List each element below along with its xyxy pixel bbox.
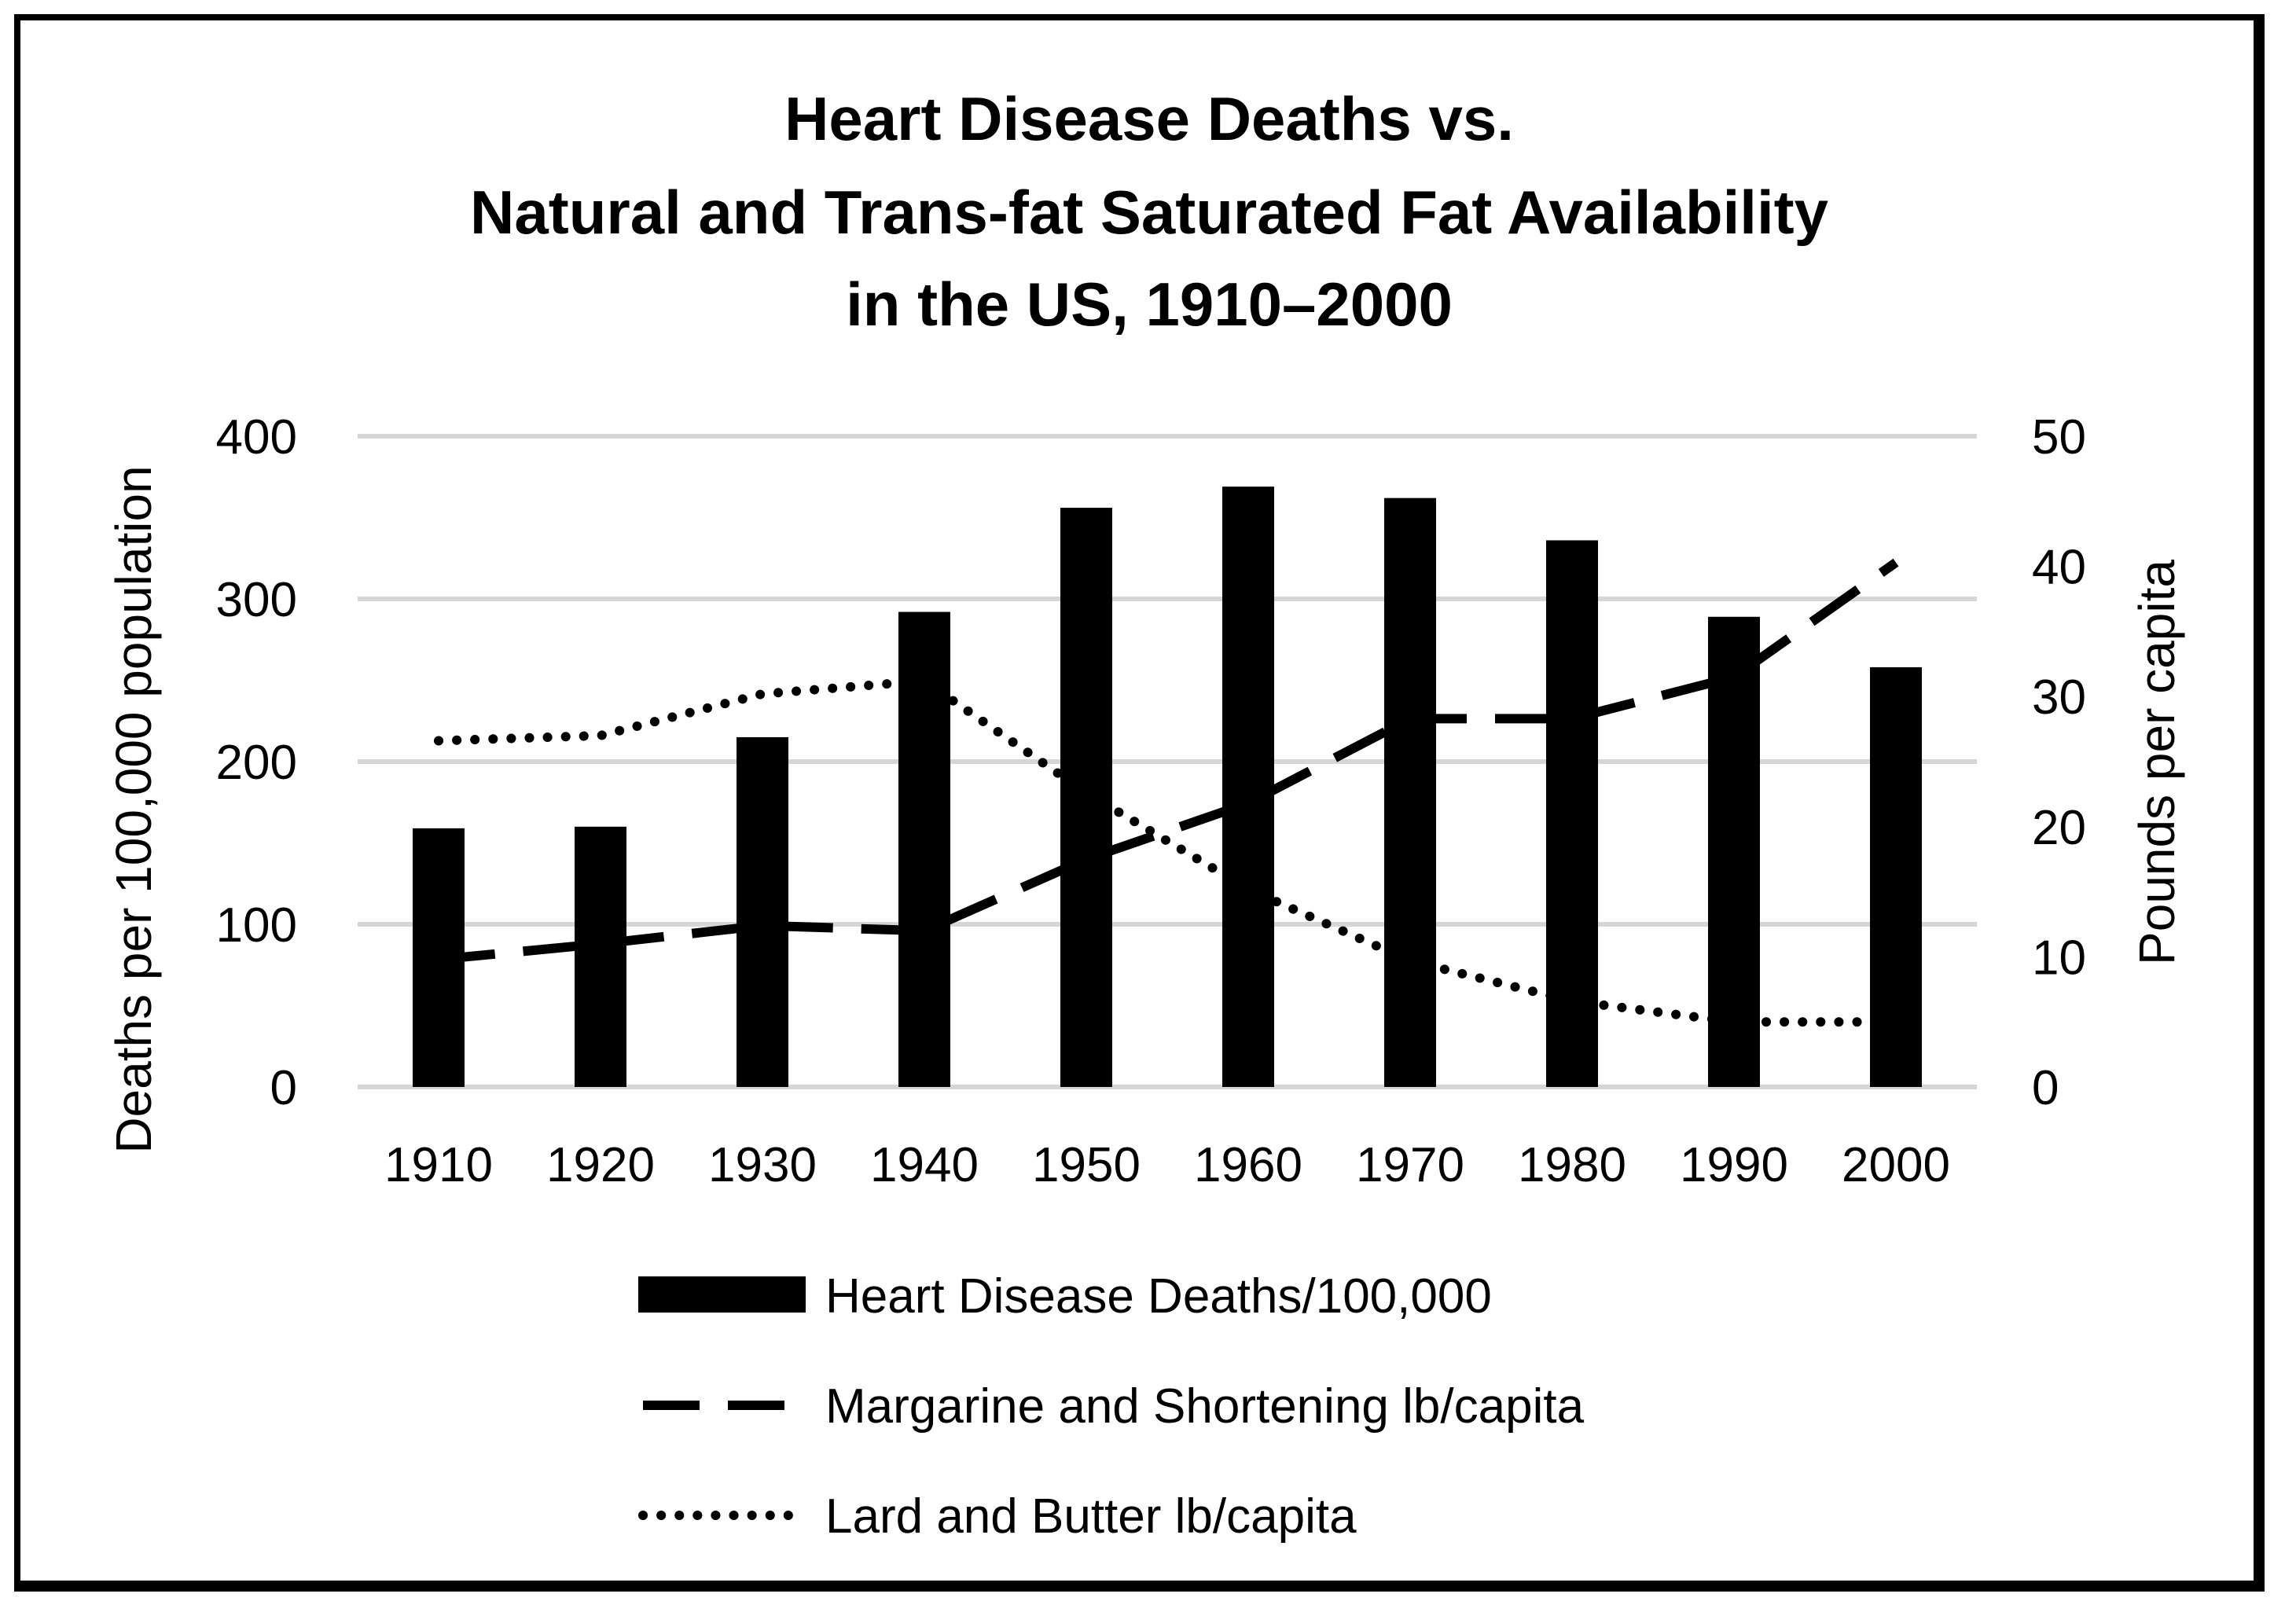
x-tick-label: 1980 <box>1518 1138 1626 1192</box>
left-tick-label: 0 <box>270 1061 297 1115</box>
x-tick-label: 1940 <box>870 1138 979 1192</box>
legend-label: Margarine and Shortening lb/capita <box>825 1379 1585 1434</box>
left-tick-label: 100 <box>216 898 297 953</box>
bar <box>1546 540 1598 1087</box>
left-axis-ticks: 0 100 200 300 400 <box>216 410 297 1115</box>
bar <box>737 736 788 1087</box>
x-tick-label: 1970 <box>1356 1138 1464 1192</box>
legend-bar-swatch <box>638 1276 806 1313</box>
left-tick-label: 200 <box>216 736 297 790</box>
right-tick-label: 50 <box>2032 410 2086 465</box>
right-tick-label: 20 <box>2032 801 2086 855</box>
right-tick-label: 40 <box>2032 541 2086 595</box>
x-tick-label: 2000 <box>1842 1138 1950 1192</box>
x-tick-label: 1960 <box>1194 1138 1302 1192</box>
gridlines <box>358 434 1977 1089</box>
title-line-1: Heart Disease Deaths vs. <box>784 84 1514 153</box>
bar <box>575 826 626 1087</box>
x-axis-ticks: 1910 1920 1930 1940 1950 1960 1970 1980 1990 2000 <box>384 1138 1950 1192</box>
bar-series <box>413 487 1922 1087</box>
legend-label: Lard and Butter lb/capita <box>825 1489 1357 1544</box>
left-tick-label: 300 <box>216 573 297 627</box>
x-tick-label: 1930 <box>708 1138 817 1192</box>
title-line-3: in the US, 1910–2000 <box>846 270 1453 339</box>
lard-butter-line <box>434 676 1901 1027</box>
x-tick-label: 1950 <box>1032 1138 1141 1192</box>
left-tick-label: 400 <box>216 410 297 465</box>
x-tick-label: 1910 <box>384 1138 493 1192</box>
right-tick-label: 0 <box>2032 1061 2059 1115</box>
bar <box>1870 666 1922 1087</box>
x-tick-label: 1920 <box>546 1138 655 1192</box>
chart-title: Heart Disease Deaths vs. Natural and Tra… <box>470 84 1828 339</box>
bar <box>1384 498 1436 1087</box>
line-series <box>434 558 1901 1027</box>
left-axis-title: Deaths per 100,000 population <box>105 465 162 1153</box>
bar <box>1222 487 1274 1087</box>
right-axis-title: Pounds per capita <box>2129 560 2185 965</box>
right-axis-ticks: 0 10 20 30 40 50 <box>2032 410 2086 1115</box>
bar <box>1708 616 1760 1087</box>
legend-label: Heart Disease Deaths/100,000 <box>825 1269 1492 1324</box>
title-line-2: Natural and Trans-fat Saturated Fat Avai… <box>470 178 1828 247</box>
right-tick-label: 10 <box>2032 931 2086 985</box>
legend: Heart Disease Deaths/100,000 Margarine an… <box>638 1269 1585 1544</box>
x-tick-label: 1990 <box>1680 1138 1788 1192</box>
right-tick-label: 30 <box>2032 670 2086 725</box>
